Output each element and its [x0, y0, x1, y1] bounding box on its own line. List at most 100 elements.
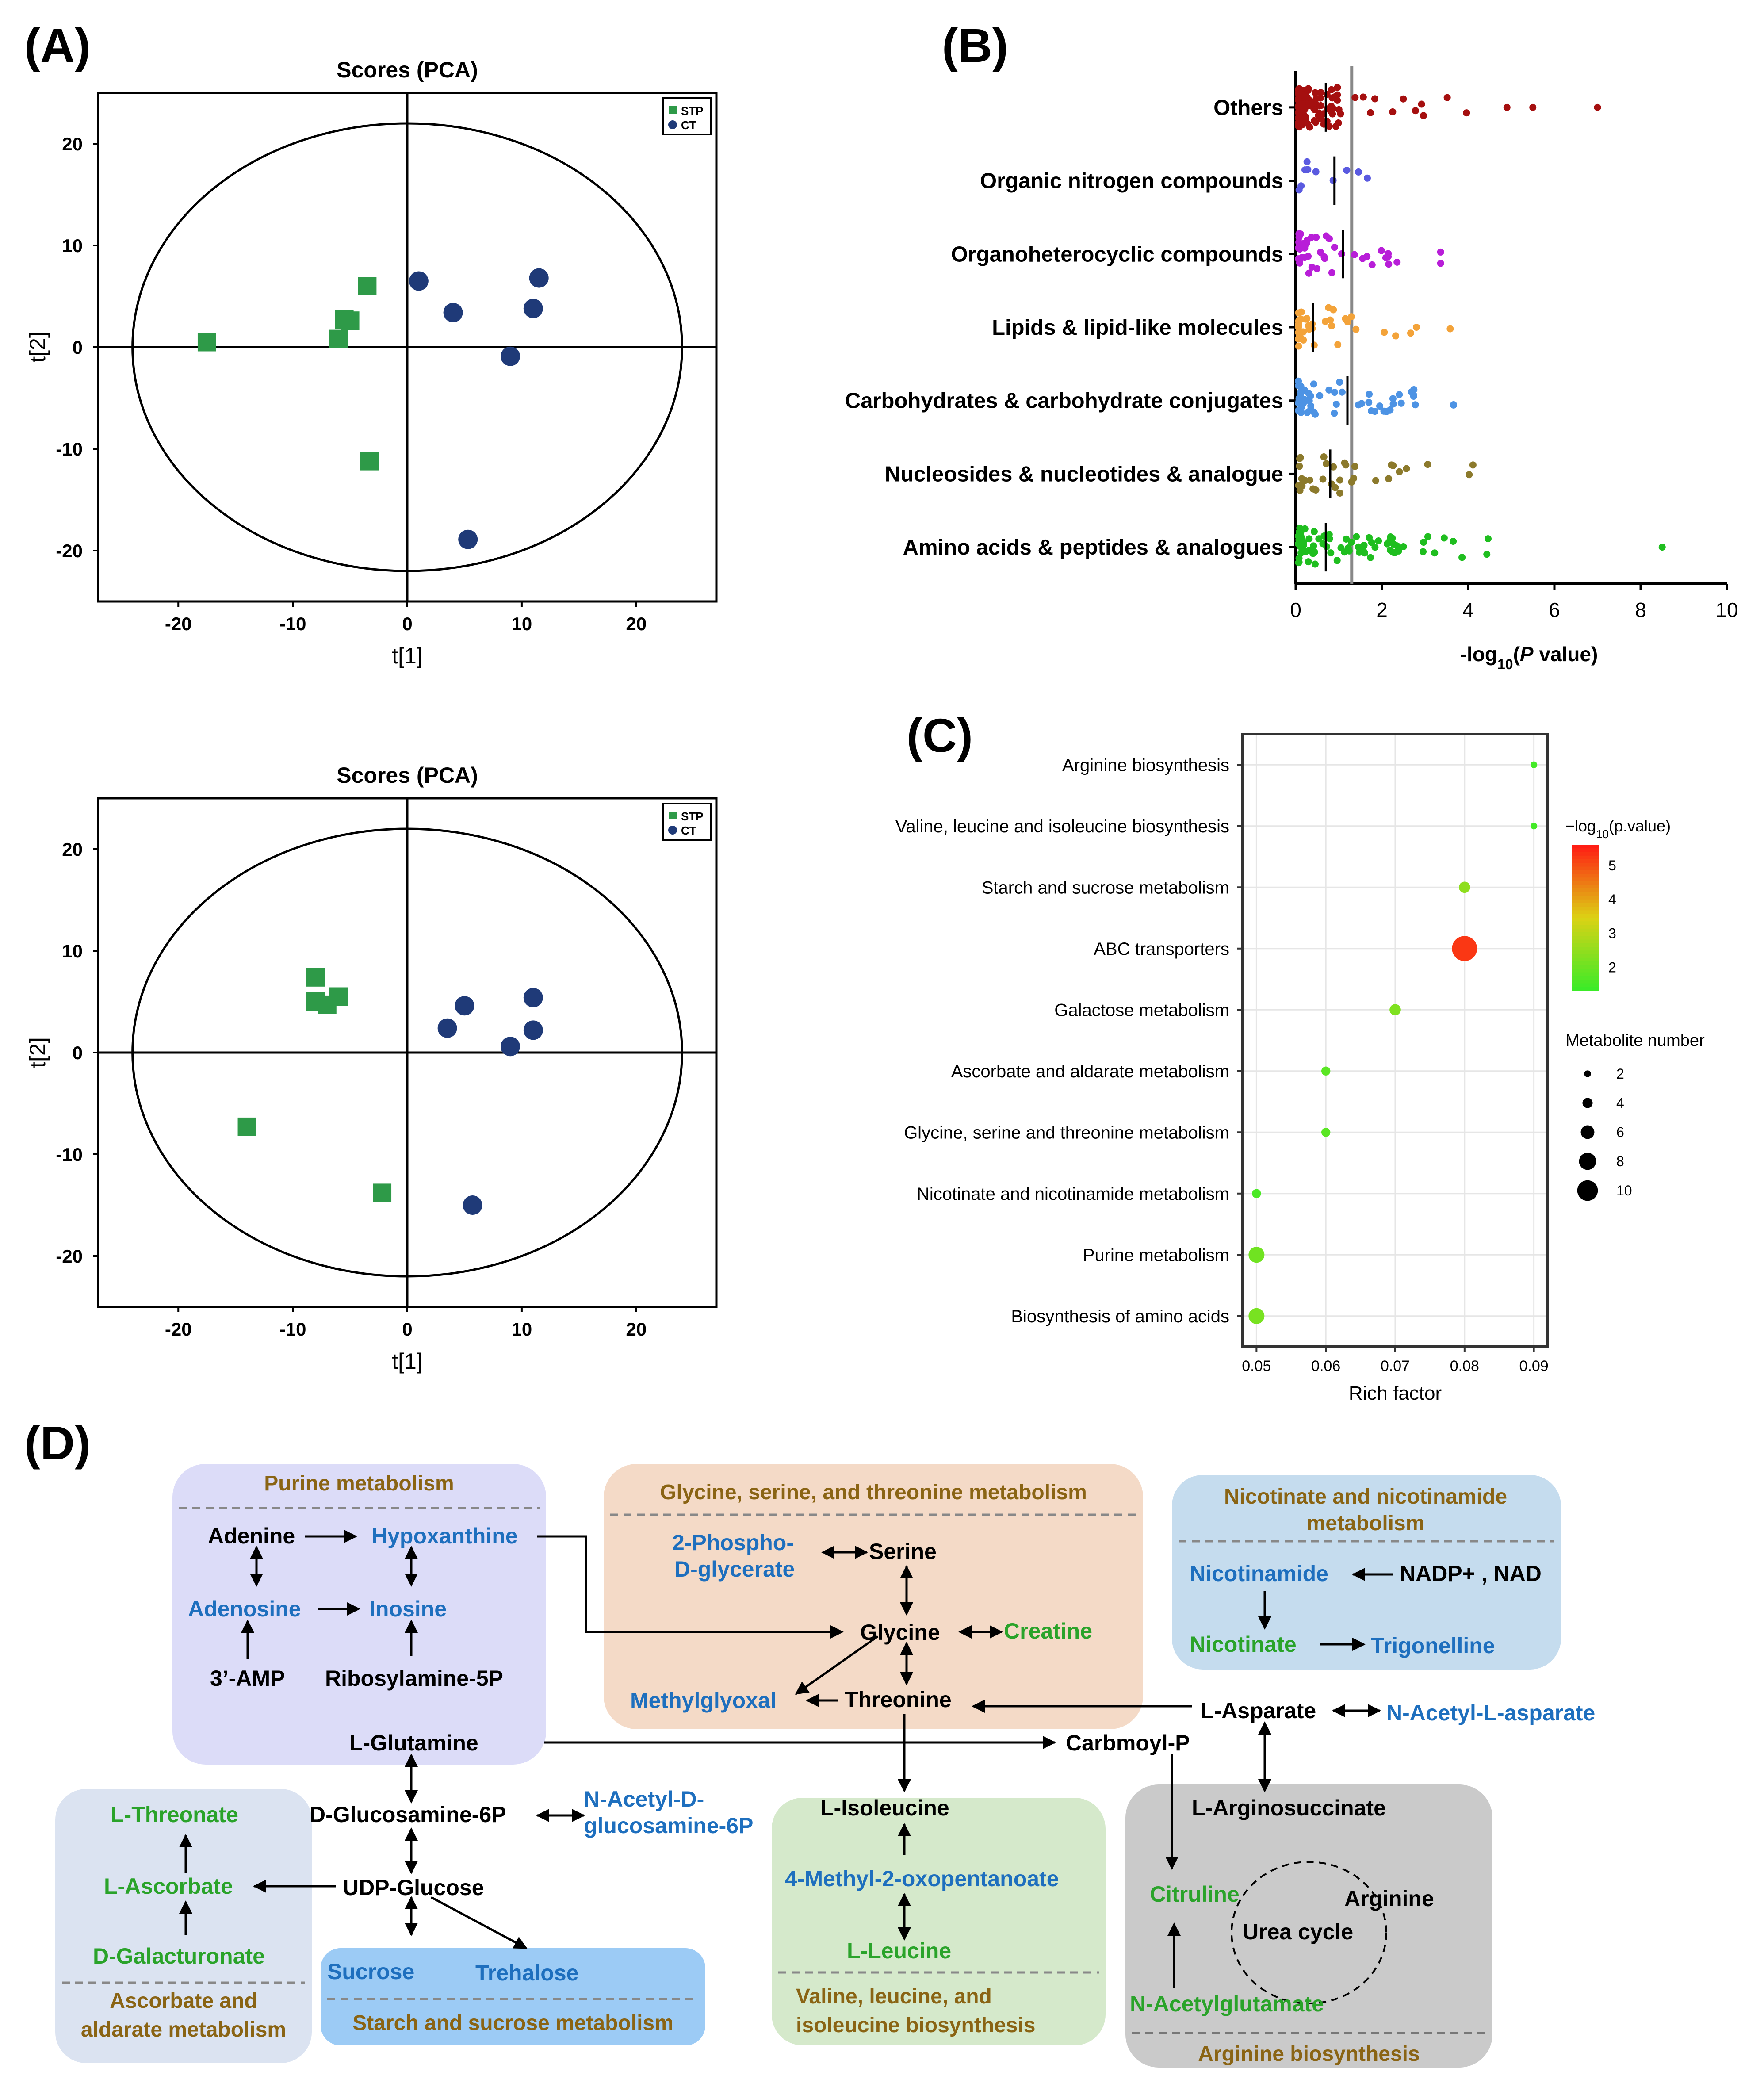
strip-point [1408, 388, 1415, 396]
strip-point [1458, 554, 1466, 561]
strip-point [1338, 388, 1346, 396]
strip-point [1385, 260, 1393, 268]
point-ct [529, 268, 549, 288]
point-ct [458, 529, 478, 549]
strip-point [1317, 89, 1324, 96]
y-tick-label: 0 [73, 1042, 83, 1063]
strip-point [1297, 388, 1305, 395]
size-legend-dot [1577, 1180, 1598, 1201]
point-stp [360, 452, 379, 471]
strip-point [1297, 315, 1305, 323]
strip-point [1386, 406, 1394, 414]
strip-point [1296, 524, 1304, 532]
strip-point [1316, 94, 1324, 102]
panel-label-b: (B) [942, 19, 1008, 72]
x-tick-label: 4 [1462, 598, 1474, 621]
x-axis-label: t[1] [392, 643, 422, 668]
panel-label-c: (C) [907, 708, 973, 762]
x-tick-label: 20 [626, 1319, 647, 1340]
strip-point [1389, 400, 1397, 408]
pca-plot-pca_bottom: Scores (PCA) -20 -10 0 10 20 20 10 0 -10 -20 t[1] t[… [25, 763, 718, 1374]
pathway-label: Starch and sucrose metabolism [982, 878, 1229, 897]
strip-point [1389, 395, 1397, 402]
strip-point [1418, 100, 1425, 108]
pathway-bubble [1389, 1004, 1401, 1016]
strip-outlier [1529, 103, 1537, 111]
color-legend-step [1572, 965, 1599, 969]
strip-point [1311, 560, 1319, 568]
color-legend-step [1572, 939, 1599, 944]
x-tick-label: -20 [165, 1319, 192, 1340]
strip-point [1334, 341, 1342, 348]
strip-point [1327, 549, 1335, 557]
y-tick-label: -20 [56, 1246, 83, 1267]
strip-point [1295, 255, 1302, 263]
color-legend-step [1572, 903, 1599, 908]
pca-plot-pca_top: Scores (PCA) -20 -10 0 10 20 20 10 0 -10 -20 t[1] t[… [25, 57, 718, 668]
x-tick-label: 6 [1549, 598, 1560, 621]
strip-point [1378, 247, 1385, 254]
strip-point [1450, 401, 1457, 408]
strip-point [1388, 461, 1395, 469]
color-legend-step [1572, 896, 1599, 900]
strip-point [1297, 404, 1305, 411]
point-ct [523, 1020, 543, 1040]
strip-point [1305, 535, 1313, 543]
pathway-bubble [1531, 761, 1538, 768]
strip-point [1420, 548, 1427, 555]
point-stp [329, 987, 348, 1006]
color-legend-step [1572, 874, 1599, 878]
pathway-label: Galactose metabolism [1054, 1000, 1229, 1020]
strip-point [1336, 489, 1343, 497]
category-label: Carbohydrates & carbohydrate conjugates [845, 389, 1283, 413]
hotelling-ellipse [131, 827, 683, 1278]
metabolite-arginosuccinate: L-Arginosuccinate [1192, 1796, 1386, 1820]
strip-point [1383, 540, 1391, 548]
pathway-label: Biosynthesis of amino acids [1011, 1307, 1229, 1326]
size-legend-label: 2 [1616, 1066, 1624, 1082]
strip-point [1443, 94, 1451, 101]
metabolite-nicotinamide: Nicotinamide [1190, 1561, 1328, 1586]
metabolite-citruline: Citruline [1150, 1882, 1240, 1907]
point-ct [455, 996, 474, 1016]
metabolite-arginine: Arginine [1344, 1886, 1434, 1911]
strip-point [1295, 323, 1302, 331]
strip-point [1412, 401, 1419, 409]
legend-marker-CT [668, 120, 677, 129]
strip-point [1367, 554, 1374, 561]
point-ct [463, 1195, 482, 1215]
strip-point [1359, 93, 1367, 101]
metabolite-hypoxanthine: Hypoxanthine [371, 1524, 518, 1548]
strip-point [1295, 244, 1302, 252]
point-stp [329, 329, 348, 348]
box-title-nicotinate-2: metabolism [1307, 1512, 1425, 1535]
strip-point [1328, 107, 1336, 114]
box-valine: Valine, leucine, and isoleucine biosynth… [772, 1798, 1106, 2045]
x-tick-label: 10 [1715, 598, 1738, 621]
strip-point [1306, 123, 1313, 131]
y-tick-label: 10 [62, 235, 83, 256]
size-legend-label: 4 [1616, 1095, 1624, 1111]
strip-point [1371, 95, 1379, 103]
metabolite-ribosylamine: Ribosylamine-5P [325, 1666, 503, 1691]
strip-point [1303, 240, 1310, 247]
strip-point [1380, 407, 1388, 415]
color-legend-step [1572, 907, 1599, 911]
x-tick-label: 2 [1376, 598, 1388, 621]
color-legend-tick: 4 [1608, 892, 1616, 908]
strip-point [1319, 475, 1327, 483]
box-title-ascorbate-2: aldarate metabolism [81, 2018, 286, 2041]
strip-point [1312, 410, 1319, 418]
metabolite-methyloxo: 4-Methyl-2-oxopentanoate [785, 1866, 1059, 1891]
kegg-bubble-plot: 0.05 0.06 0.07 0.08 0.09 Rich factor Arginine … [895, 733, 1705, 1404]
box-title-purine: Purine metabolism [264, 1472, 454, 1495]
x-tick-label: 8 [1635, 598, 1646, 621]
strip-point [1297, 383, 1305, 390]
size-legend-title: Metabolite number [1565, 1031, 1705, 1050]
strip-point [1330, 463, 1337, 471]
strip-point [1322, 232, 1330, 240]
metabolite-threonate: L-Threonate [111, 1802, 238, 1827]
strip-point [1317, 102, 1324, 109]
metabolite-carbmoyl: Carbmoyl-P [1066, 1731, 1190, 1755]
